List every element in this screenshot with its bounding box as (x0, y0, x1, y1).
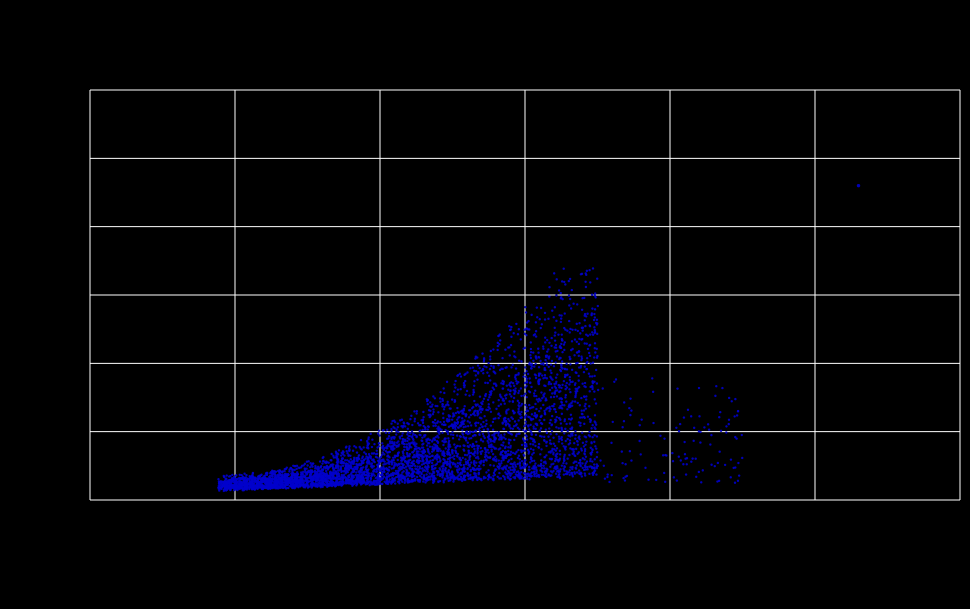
chart-svg (0, 0, 970, 604)
scatter-chart (0, 0, 970, 604)
